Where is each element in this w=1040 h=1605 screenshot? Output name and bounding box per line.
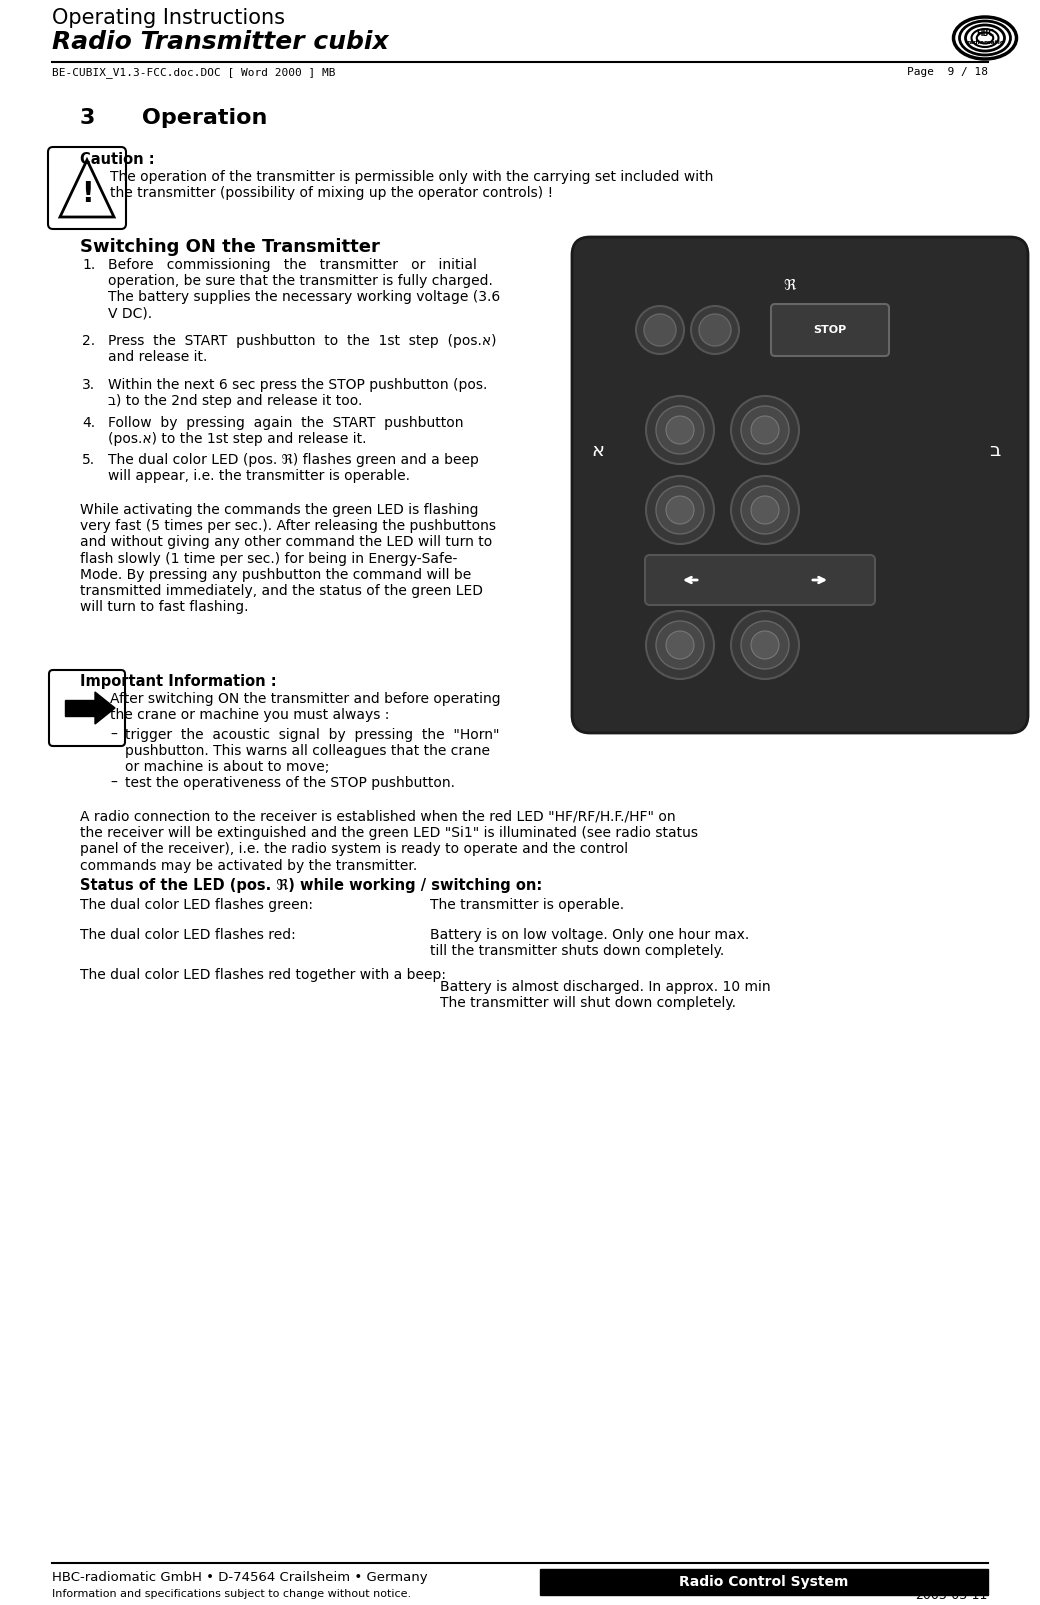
Text: The dual color LED flashes green:: The dual color LED flashes green: <box>80 899 313 912</box>
Text: Radio Transmitter cubix: Radio Transmitter cubix <box>52 30 389 55</box>
Text: A radio connection to the receiver is established when the red LED "HF/RF/H.F./H: A radio connection to the receiver is es… <box>80 811 698 873</box>
Text: Operating Instructions: Operating Instructions <box>52 8 285 27</box>
Text: 1.: 1. <box>82 258 96 271</box>
Text: Switching ON the Transmitter: Switching ON the Transmitter <box>80 238 380 257</box>
Text: Follow  by  pressing  again  the  START  pushbutton
(pos.א) to the 1st step and : Follow by pressing again the START pushb… <box>108 416 464 446</box>
Text: 5.: 5. <box>82 453 95 467</box>
Polygon shape <box>95 692 115 724</box>
Circle shape <box>646 396 714 464</box>
Circle shape <box>666 631 694 660</box>
Text: א: א <box>592 440 604 459</box>
Circle shape <box>656 621 704 669</box>
Text: The dual color LED (pos. ℜ) flashes green and a beep
will appear, i.e. the trans: The dual color LED (pos. ℜ) flashes gree… <box>108 453 478 483</box>
Text: The dual color LED flashes red together with a beep:: The dual color LED flashes red together … <box>80 968 446 982</box>
Text: STOP: STOP <box>813 324 847 335</box>
Circle shape <box>691 307 739 355</box>
Text: 3.: 3. <box>82 379 95 392</box>
Text: 2003-03-11: 2003-03-11 <box>915 1589 988 1602</box>
Circle shape <box>666 496 694 523</box>
Text: Before   commissioning   the   transmitter   or   initial
operation, be sure tha: Before commissioning the transmitter or … <box>108 258 500 321</box>
Text: 2.: 2. <box>82 334 95 348</box>
Text: Important Information :: Important Information : <box>80 674 277 689</box>
Circle shape <box>740 621 789 669</box>
Text: The dual color LED flashes red:: The dual color LED flashes red: <box>80 928 295 942</box>
Circle shape <box>740 406 789 454</box>
Text: radiomatic: radiomatic <box>966 40 1004 45</box>
FancyBboxPatch shape <box>572 238 1028 733</box>
Circle shape <box>646 612 714 679</box>
Circle shape <box>656 406 704 454</box>
Circle shape <box>656 486 704 534</box>
Text: –: – <box>110 729 116 742</box>
Text: The transmitter is operable.: The transmitter is operable. <box>430 899 624 912</box>
Text: HBC: HBC <box>977 29 994 39</box>
Text: 3      Operation: 3 Operation <box>80 108 267 128</box>
Text: BE-CUBIX_V1.3-FCC.doc.DOC [ Word 2000 ] MB: BE-CUBIX_V1.3-FCC.doc.DOC [ Word 2000 ] … <box>52 67 336 79</box>
Circle shape <box>644 315 676 347</box>
Circle shape <box>751 631 779 660</box>
Circle shape <box>740 486 789 534</box>
Text: Press  the  START  pushbutton  to  the  1st  step  (pos.א)
and release it.: Press the START pushbutton to the 1st st… <box>108 334 496 364</box>
FancyBboxPatch shape <box>64 700 95 716</box>
Text: Caution :: Caution : <box>80 152 155 167</box>
Circle shape <box>731 477 799 544</box>
Text: While activating the commands the green LED is flashing
very fast (5 times per s: While activating the commands the green … <box>80 502 496 615</box>
Text: trigger  the  acoustic  signal  by  pressing  the  "Horn"
pushbutton. This warns: trigger the acoustic signal by pressing … <box>125 729 499 774</box>
Text: After switching ON the transmitter and before operating
the crane or machine you: After switching ON the transmitter and b… <box>110 692 500 722</box>
Text: ב: ב <box>989 440 1000 459</box>
Text: Battery is almost discharged. In approx. 10 min
The transmitter will shut down c: Battery is almost discharged. In approx.… <box>440 981 771 1010</box>
FancyBboxPatch shape <box>771 303 889 356</box>
Circle shape <box>731 396 799 464</box>
Circle shape <box>699 315 731 347</box>
Circle shape <box>731 612 799 679</box>
Circle shape <box>751 416 779 445</box>
Text: Radio Control System: Radio Control System <box>679 1575 849 1589</box>
Text: The operation of the transmitter is permissible only with the carrying set inclu: The operation of the transmitter is perm… <box>110 170 713 201</box>
Circle shape <box>636 307 684 355</box>
Circle shape <box>751 496 779 523</box>
Text: Within the next 6 sec press the STOP pushbutton (pos.
ב) to the 2nd step and rel: Within the next 6 sec press the STOP pus… <box>108 379 488 408</box>
Text: !: ! <box>81 180 94 209</box>
Text: Page  9 / 18: Page 9 / 18 <box>907 67 988 77</box>
Text: Information and specifications subject to change without notice.: Information and specifications subject t… <box>52 1589 411 1599</box>
Text: HBC-radiomatic GmbH • D-74564 Crailsheim • Germany: HBC-radiomatic GmbH • D-74564 Crailsheim… <box>52 1571 427 1584</box>
Text: Battery is on low voltage. Only one hour max.
till the transmitter shuts down co: Battery is on low voltage. Only one hour… <box>430 928 749 958</box>
Text: –: – <box>110 775 116 790</box>
Circle shape <box>646 477 714 544</box>
FancyBboxPatch shape <box>645 555 875 605</box>
Text: ℜ: ℜ <box>784 278 797 292</box>
Text: Status of the LED (pos. ℜ) while working / switching on:: Status of the LED (pos. ℜ) while working… <box>80 878 542 892</box>
Text: 4.: 4. <box>82 416 95 430</box>
FancyBboxPatch shape <box>540 1570 988 1595</box>
Circle shape <box>666 416 694 445</box>
Text: test the operativeness of the STOP pushbutton.: test the operativeness of the STOP pushb… <box>125 775 456 790</box>
